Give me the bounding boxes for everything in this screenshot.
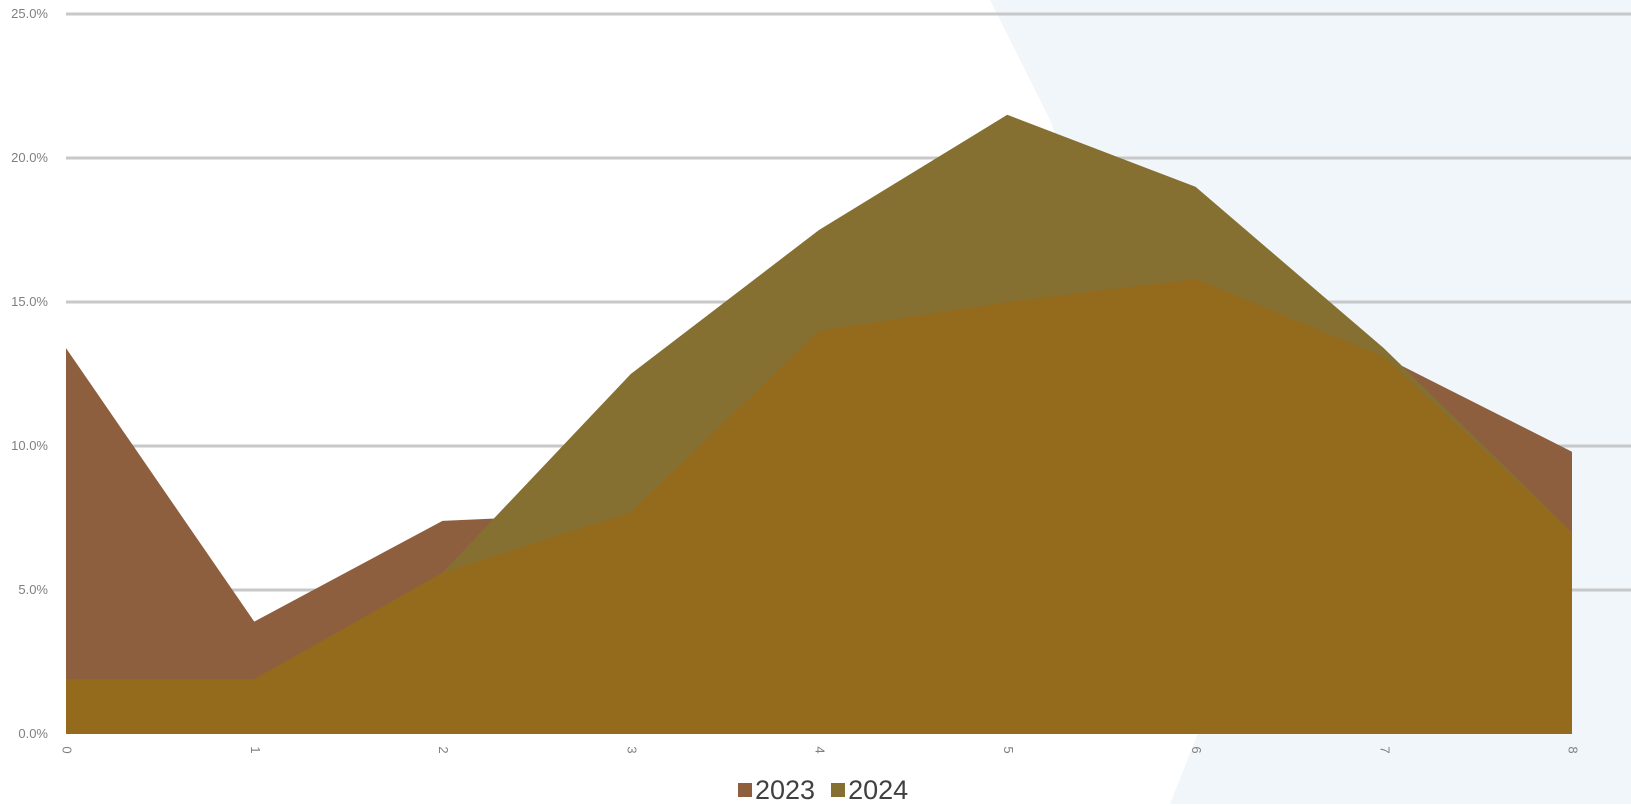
legend-swatch-2024 (831, 783, 846, 797)
legend-item-2024: 2024 (831, 775, 908, 806)
x-tick-label: 1 (248, 746, 263, 753)
legend: 2023 2024 (738, 775, 908, 806)
y-tick-label: 20.0% (11, 150, 48, 165)
x-tick-label: 4 (813, 746, 828, 753)
legend-swatch-2023 (738, 783, 752, 797)
y-tick-label: 10.0% (11, 438, 48, 453)
legend-label-2024: 2024 (848, 774, 909, 805)
x-tick-label: 3 (624, 746, 639, 753)
x-tick-label: 0 (60, 746, 75, 753)
legend-label-2023: 2023 (755, 774, 816, 805)
x-tick-label: 7 (1377, 746, 1392, 753)
y-tick-label: 15.0% (11, 294, 48, 309)
y-tick-label: 25.0% (11, 6, 48, 21)
plot-areas (66, 114, 1572, 735)
x-tick-label: 6 (1189, 746, 1204, 753)
legend-item-2023: 2023 (738, 775, 815, 806)
y-axis: 0.0% 5.0% 10.0% 15.0% 20.0% 25.0% (11, 6, 48, 741)
x-tick-label: 2 (436, 746, 451, 753)
y-tick-label: 0.0% (18, 726, 48, 741)
y-tick-label: 5.0% (18, 582, 48, 597)
x-axis: 0 1 2 3 4 5 6 7 8 (60, 746, 1581, 753)
x-tick-label: 5 (1001, 746, 1016, 753)
area-overlap (66, 278, 1572, 734)
x-tick-label: 8 (1566, 746, 1581, 753)
